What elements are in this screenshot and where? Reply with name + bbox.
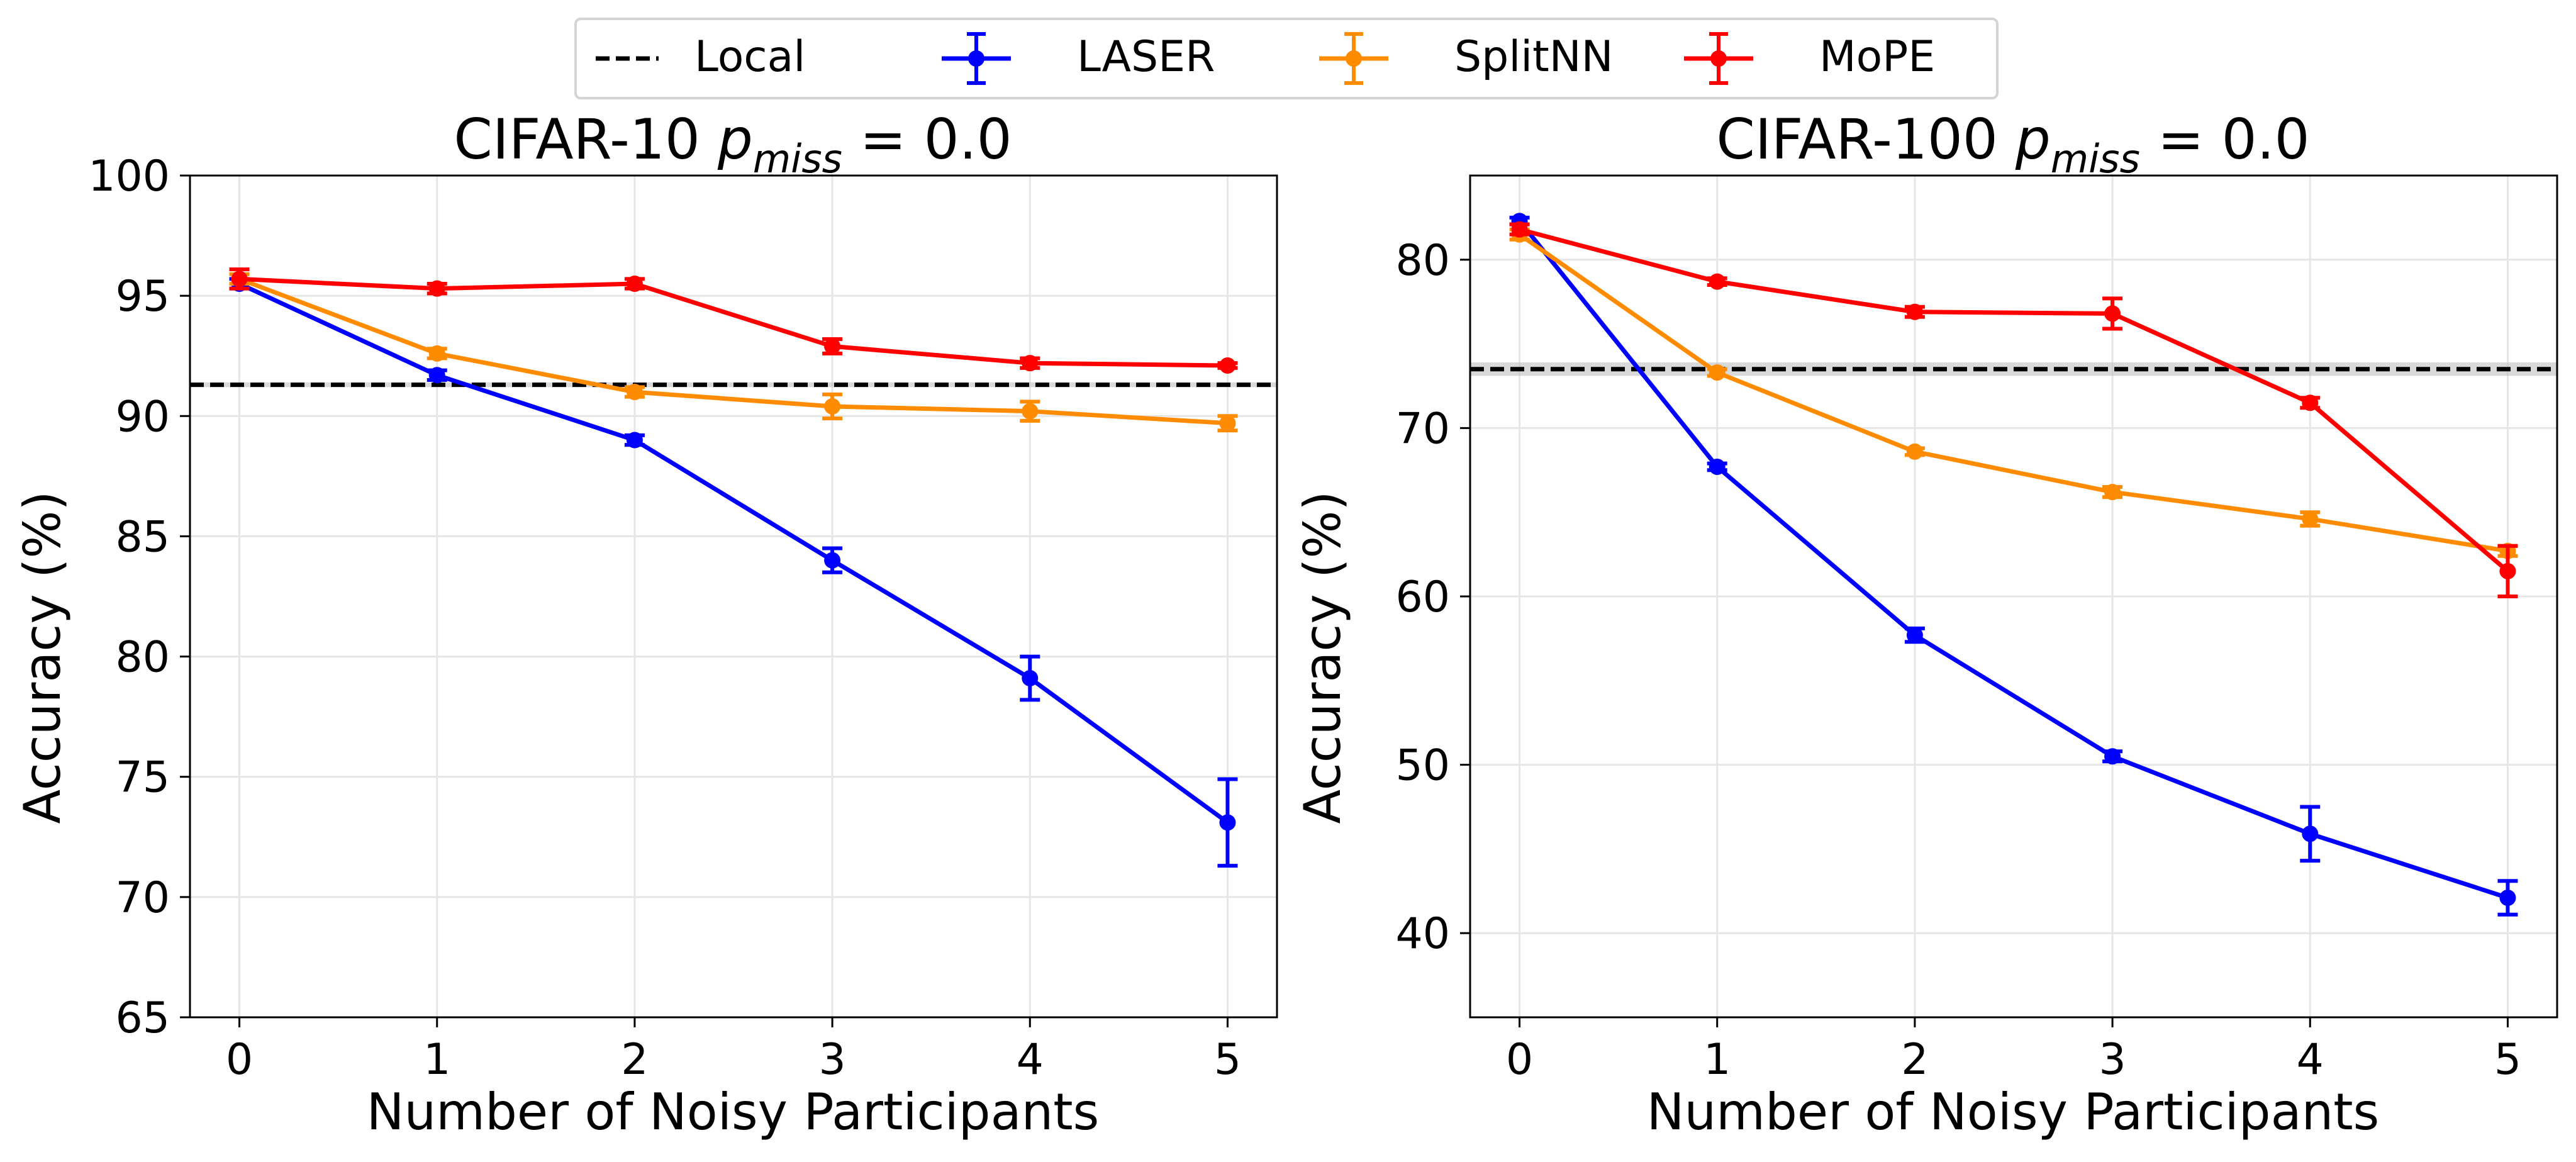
y-tick-label: 90 <box>115 392 170 442</box>
y-axis-label: Accuracy (%) <box>13 491 72 824</box>
data-point <box>1906 303 1923 320</box>
x-tick-label: 0 <box>226 1035 253 1085</box>
grid <box>190 174 1277 1019</box>
data-point <box>626 276 643 293</box>
data-point <box>2104 748 2121 765</box>
legend-item-local: Local <box>596 32 805 82</box>
x-tick-label: 5 <box>2494 1035 2521 1085</box>
y-axis-label: Accuracy (%) <box>1293 491 1352 824</box>
x-tick-label: 0 <box>1506 1035 1533 1085</box>
data-point <box>2302 825 2319 842</box>
data-point <box>626 432 643 449</box>
data-point <box>1022 669 1039 686</box>
data-point <box>824 552 841 569</box>
legend-svg: Local LASER SplitNN MoPE <box>596 32 1935 85</box>
data-point <box>1219 415 1236 432</box>
series-mope <box>1509 221 2518 598</box>
y-tick-label: 70 <box>1395 404 1450 454</box>
data-point <box>428 345 445 362</box>
data-point <box>2302 394 2319 411</box>
legend-item-laser: LASER <box>942 32 1215 85</box>
legend: Local LASER SplitNN MoPE <box>574 18 1999 99</box>
y-tick-label: 80 <box>1395 236 1450 286</box>
data-point <box>2499 562 2516 579</box>
data-point <box>1511 221 1528 238</box>
x-tick-label: 2 <box>1901 1035 1928 1085</box>
y-tick-label: 50 <box>1395 741 1450 791</box>
series-splitnn <box>1509 226 2518 559</box>
data-point <box>1709 364 1726 381</box>
series-line <box>239 276 1228 368</box>
x-tick-label: 5 <box>1214 1035 1241 1085</box>
data-point <box>1219 357 1236 374</box>
y-tick-label: 70 <box>115 873 170 923</box>
chart-cifar100: CIFAR-100 pmiss = 0.0 Number of Noisy Pa… <box>1293 107 2558 1141</box>
series-line <box>1517 220 2509 900</box>
chart-title: CIFAR-10 pmiss = 0.0 <box>454 107 1012 182</box>
data-point <box>2104 305 2121 322</box>
data-point <box>1906 443 1923 460</box>
y-tick-label: 60 <box>1395 573 1450 622</box>
data-point <box>2499 890 2516 907</box>
plot-frame <box>189 174 1278 1019</box>
data-point <box>1022 403 1039 420</box>
data-point <box>1709 458 1726 475</box>
x-tick-label: 4 <box>2297 1035 2324 1085</box>
x-tick-label: 3 <box>818 1035 845 1085</box>
series-line <box>238 281 1229 825</box>
y-tick-label: 75 <box>115 753 170 803</box>
legend-label-splitnn: SplitNN <box>1454 32 1614 82</box>
y-tick-label: 65 <box>115 993 170 1043</box>
legend-label-laser: LASER <box>1077 32 1215 82</box>
data-point <box>1219 814 1236 831</box>
chart-title: CIFAR-100 pmiss = 0.0 <box>1716 107 2309 182</box>
x-tick-label: 2 <box>621 1035 648 1085</box>
data-point <box>428 280 445 297</box>
data-point <box>2104 484 2121 501</box>
data-point <box>824 338 841 355</box>
data-point <box>1906 627 1923 644</box>
y-tick-label: 40 <box>1395 909 1450 959</box>
data-point <box>231 271 248 288</box>
legend-label-mope: MoPE <box>1819 32 1935 82</box>
x-tick-label: 1 <box>423 1035 450 1085</box>
y-tick-label: 85 <box>115 512 170 562</box>
y-tick-label: 100 <box>88 152 170 201</box>
data-point <box>824 398 841 415</box>
series-line <box>1519 227 2509 573</box>
legend-item-splitnn: SplitNN <box>1319 32 1614 85</box>
series-line <box>238 277 1228 426</box>
series-mope <box>229 267 1238 374</box>
data-point <box>2302 510 2319 527</box>
x-tick-label: 4 <box>1017 1035 1044 1085</box>
x-axis-label: Number of Noisy Participants <box>367 1083 1100 1141</box>
x-tick-label: 3 <box>2099 1035 2126 1085</box>
y-tick-label: 95 <box>115 272 170 321</box>
legend-item-mope: MoPE <box>1684 32 1935 85</box>
series-line <box>1518 232 2509 554</box>
series-laser <box>229 276 1238 868</box>
x-tick-label: 1 <box>1703 1035 1731 1085</box>
data-point <box>1709 273 1726 290</box>
y-tick-label: 80 <box>115 633 170 683</box>
grid <box>1470 176 2557 1017</box>
series-laser <box>1509 213 2518 917</box>
chart-cifar10: CIFAR-10 pmiss = 0.0 Number of Noisy Par… <box>13 107 1278 1141</box>
data-point <box>428 367 445 384</box>
x-axis-label: Number of Noisy Participants <box>1647 1083 2380 1141</box>
data-point <box>626 384 643 401</box>
data-point <box>1022 355 1039 372</box>
legend-label-local: Local <box>694 32 805 82</box>
